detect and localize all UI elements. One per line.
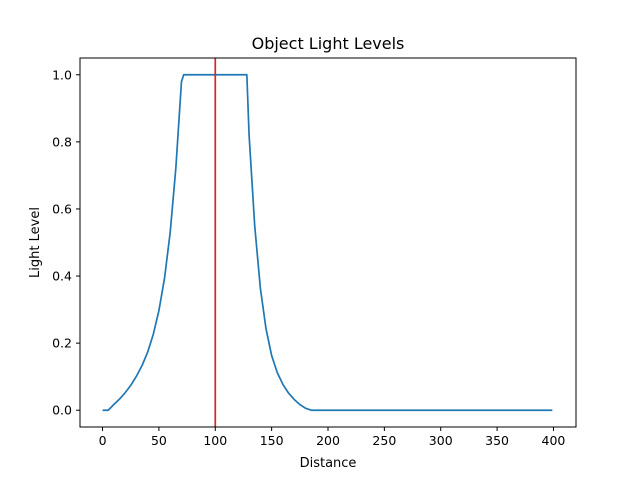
y-tick-label: 0.6 xyxy=(52,201,72,216)
x-tick-label: 300 xyxy=(429,433,453,448)
x-axis-label: Distance xyxy=(300,456,357,471)
y-tick-label: 0.8 xyxy=(52,134,72,149)
chart-title: Object Light Levels xyxy=(252,34,405,53)
x-tick-label: 50 xyxy=(151,433,167,448)
y-tick-label: 0.4 xyxy=(52,269,72,284)
x-tick-label: 100 xyxy=(203,433,227,448)
series-layer xyxy=(102,73,553,412)
y-tick-label: 0.2 xyxy=(52,336,72,351)
y-axis-label: Light Level xyxy=(28,207,43,278)
x-tick-label: 150 xyxy=(260,433,284,448)
x-tick-label: 350 xyxy=(485,433,509,448)
y-tick-label: 0.0 xyxy=(52,403,72,418)
x-tick-label: 200 xyxy=(316,433,340,448)
plot-frame xyxy=(79,57,577,428)
ticks: 0 50 100 150 200 250 300 350 400 0.0 0.2 0.4 0.6 0.8 1… xyxy=(52,67,565,448)
x-tick-label: 250 xyxy=(372,433,396,448)
x-tick-label: 0 xyxy=(99,433,107,448)
light-level-series-line xyxy=(102,73,553,412)
plot-area: 0 50 100 150 200 250 300 350 400 0.0 0.2 0.4 0.6 0.8 1… xyxy=(52,57,577,448)
x-tick-label: 400 xyxy=(542,433,566,448)
y-tick-label: 1.0 xyxy=(52,67,72,82)
